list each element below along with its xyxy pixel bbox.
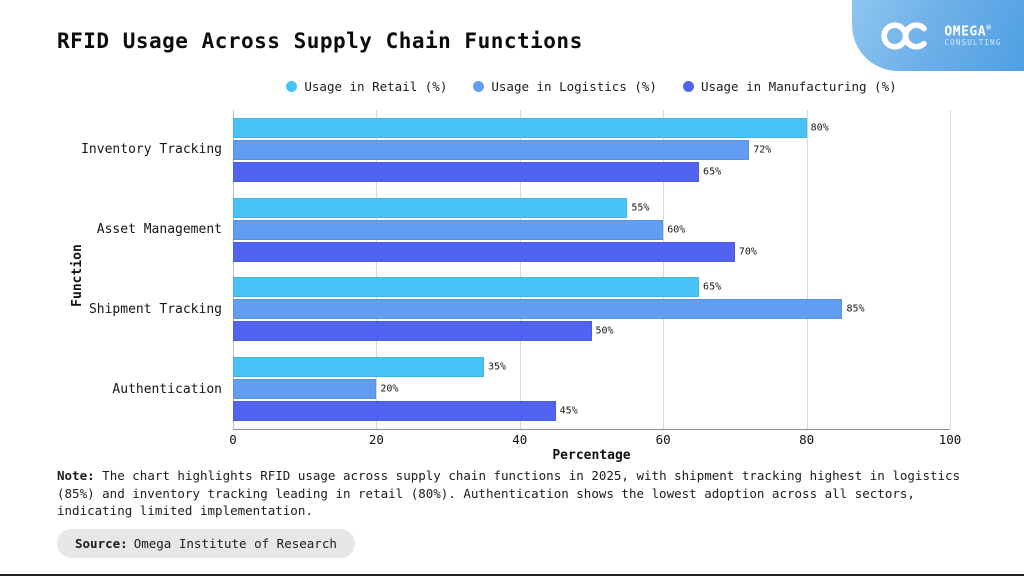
page-title: RFID Usage Across Supply Chain Functions: [57, 29, 583, 53]
bar-row: 60%: [233, 219, 950, 240]
bar-value-label: 35%: [487, 361, 506, 373]
x-axis-line: [233, 428, 950, 430]
brand-text: OMEGA® CONSULTING: [944, 23, 1007, 48]
bar[interactable]: [233, 197, 628, 218]
bar-row: 65%: [233, 277, 950, 298]
category-label: Inventory Tracking: [81, 142, 222, 158]
x-tick-label: 20: [368, 432, 384, 447]
legend-label: Usage in Retail (%): [304, 79, 448, 94]
brand-badge: OMEGA® CONSULTING: [852, 0, 1024, 71]
bar-row: 80%: [233, 117, 950, 138]
note-text: Note: The chart highlights RFID usage ac…: [57, 467, 962, 520]
bar-group: 55% 60% 70%: [233, 190, 950, 270]
bar[interactable]: [233, 321, 592, 342]
bar-value-label: 70%: [738, 246, 757, 258]
x-tick-label: 0: [229, 432, 237, 447]
x-tick-label: 60: [655, 432, 671, 447]
legend: Usage in Retail (%) Usage in Logistics (%…: [233, 79, 950, 94]
x-tick-label: 80: [799, 432, 815, 447]
bar-group: 65% 85% 50%: [233, 270, 950, 350]
legend-label: Usage in Manufacturing (%): [700, 79, 897, 94]
bar-row: 45%: [233, 401, 950, 422]
legend-item[interactable]: Usage in Logistics (%): [473, 79, 657, 94]
registered-mark: ®: [986, 23, 992, 33]
bar[interactable]: [233, 401, 556, 422]
bar-value-label: 85%: [846, 303, 865, 315]
x-tick-label: 40: [512, 432, 528, 447]
bar-row: 85%: [233, 299, 950, 320]
bar-value-label: 50%: [595, 325, 614, 337]
bar-value-label: 55%: [631, 202, 650, 214]
category-axis: Inventory Tracking Asset Management Shipme…: [40, 110, 222, 429]
legend-dot-icon: [682, 81, 694, 92]
note-body: The chart highlights RFID usage across s…: [57, 468, 961, 518]
bar-row: 65%: [233, 161, 950, 182]
x-axis-label: Percentage: [552, 448, 631, 463]
bar-group: 80% 72% 65%: [233, 110, 950, 190]
gridline: [806, 110, 808, 429]
bar-value-label: 80%: [810, 122, 829, 134]
bar-group: 35% 20% 45%: [233, 349, 950, 429]
bar[interactable]: [233, 117, 807, 138]
bar[interactable]: [233, 277, 700, 298]
gridline: [233, 110, 234, 429]
gridline: [663, 110, 665, 429]
source-badge: Source: Omega Institute of Research: [57, 529, 355, 558]
bar-row: 20%: [233, 379, 950, 400]
x-tick-label: 100: [938, 432, 962, 447]
brand-subtitle: CONSULTING: [944, 38, 1002, 48]
legend-dot-icon: [286, 81, 298, 92]
gridline: [376, 110, 378, 429]
bar[interactable]: [233, 357, 484, 378]
category-label: Shipment Tracking: [88, 301, 222, 317]
source-prefix: Source:: [75, 536, 128, 551]
bar-value-label: 65%: [703, 281, 722, 293]
category-label: Authentication: [112, 381, 222, 397]
bar[interactable]: [233, 241, 735, 262]
bar-row: 70%: [233, 241, 950, 262]
bar[interactable]: [233, 139, 750, 160]
gridline: [519, 110, 521, 429]
bar[interactable]: [233, 299, 843, 320]
bar-value-label: 45%: [559, 405, 578, 417]
legend-item[interactable]: Usage in Retail (%): [286, 79, 447, 94]
legend-item[interactable]: Usage in Manufacturing (%): [682, 79, 897, 94]
bar-value-label: 60%: [667, 224, 686, 236]
note-prefix: Note:: [57, 468, 95, 483]
bar-value-label: 20%: [380, 383, 399, 395]
x-tick-labels: 0 20 40 60 80 100: [229, 432, 961, 448]
bar-row: 50%: [233, 321, 950, 342]
infinity-icon: [881, 21, 931, 50]
category-label: Asset Management: [96, 222, 222, 238]
gridline: [950, 110, 951, 429]
bar[interactable]: [233, 161, 700, 182]
legend-dot-icon: [473, 81, 485, 92]
bar-row: 55%: [233, 197, 950, 218]
legend-label: Usage in Logistics (%): [491, 79, 657, 94]
source-text: Omega Institute of Research: [133, 536, 337, 551]
bar-value-label: 65%: [703, 166, 722, 178]
bar-row: 35%: [233, 357, 950, 378]
bar-row: 72%: [233, 139, 950, 160]
bar-value-label: 72%: [753, 144, 772, 156]
brand-name: OMEGA®: [944, 23, 992, 40]
chart-plot-area: 80% 72% 65% 55% 60% 70% 65% 85% 50% 35% 20% 45%: [233, 110, 951, 430]
bar[interactable]: [233, 379, 377, 400]
bar[interactable]: [233, 219, 664, 240]
